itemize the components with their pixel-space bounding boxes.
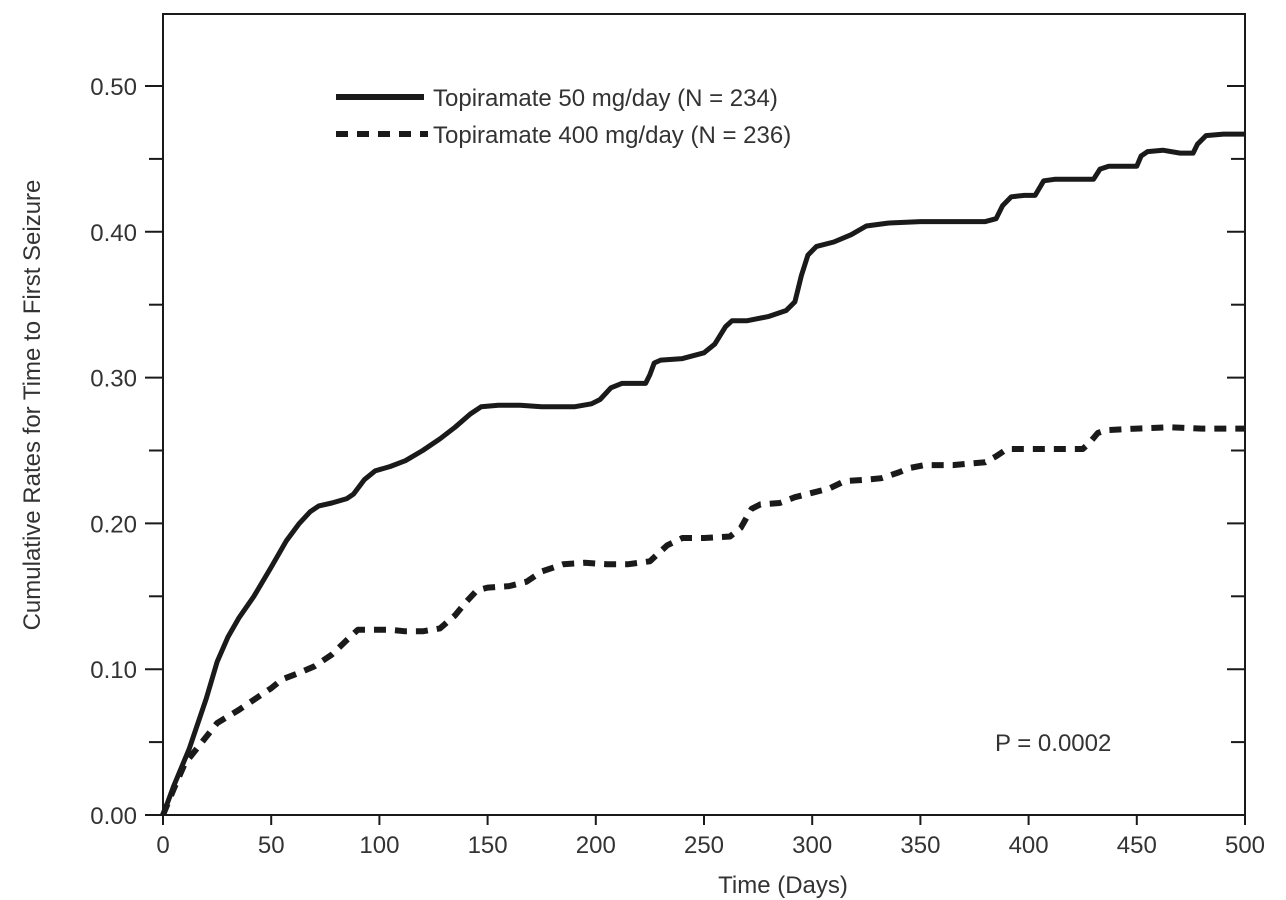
legend-label-400mg: Topiramate 400 mg/day (N = 236) xyxy=(433,122,791,149)
series-layer xyxy=(160,131,1245,817)
x-tick-label: 300 xyxy=(792,832,832,859)
x-tick-label: 250 xyxy=(684,832,724,859)
x-tick-label: 350 xyxy=(900,832,940,859)
legend-label-50mg: Topiramate 50 mg/day (N = 234) xyxy=(433,85,778,112)
x-tick-label: 200 xyxy=(576,832,616,859)
y-tick-label: 0.00 xyxy=(90,803,137,830)
x-tick-label: 150 xyxy=(468,832,508,859)
y-tick-label: 0.30 xyxy=(90,366,137,393)
y-axis-title: Cumulative Rates for Time to First Seizu… xyxy=(19,180,46,631)
x-tick-label: 450 xyxy=(1117,832,1157,859)
x-tick-label: 500 xyxy=(1225,832,1265,859)
y-tick-label: 0.20 xyxy=(90,511,137,538)
x-axis: 0 50 100 150 200 250 300 350 400 450 500 xyxy=(156,815,1265,859)
x-tick-label: 400 xyxy=(1009,832,1049,859)
x-axis-title: Time (Days) xyxy=(718,872,848,899)
p-value-annotation: P = 0.0002 xyxy=(995,730,1111,757)
legend: Topiramate 50 mg/day (N = 234) Topiramat… xyxy=(336,85,791,149)
y-tick-label: 0.50 xyxy=(90,74,137,101)
y-tick-label: 0.40 xyxy=(90,220,137,247)
y-tick-label: 0.10 xyxy=(90,657,137,684)
x-tick-label: 100 xyxy=(359,832,399,859)
series-line-50mg xyxy=(160,131,1245,816)
x-tick-label: 0 xyxy=(156,832,169,859)
x-tick-label: 50 xyxy=(258,832,285,859)
y-axis: 0.00 0.10 0.20 0.30 0.40 0.50 xyxy=(90,74,1245,830)
